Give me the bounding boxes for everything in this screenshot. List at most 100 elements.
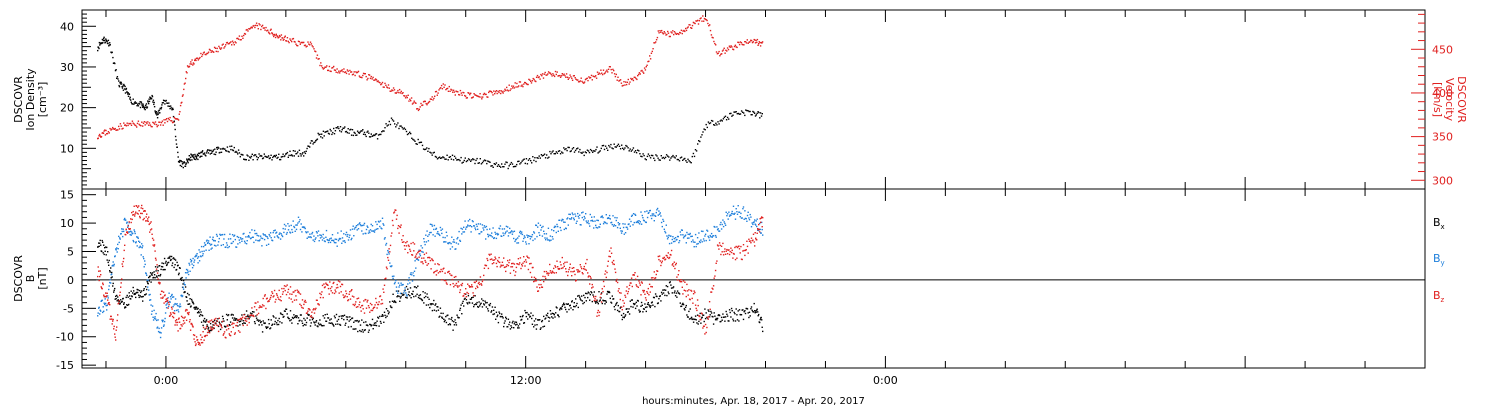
velocity-series-point <box>455 90 457 92</box>
bz-series-point <box>529 271 532 274</box>
velocity-series-point <box>368 74 370 76</box>
density-series-point <box>302 152 304 154</box>
velocity-series-point <box>626 81 629 83</box>
bz-series-point <box>472 292 474 294</box>
bz-series-point <box>147 220 149 222</box>
bx-series-point <box>577 295 579 297</box>
by-series-point <box>172 305 174 308</box>
bz-series-point <box>257 312 260 315</box>
by-series-point <box>417 259 420 261</box>
density-series-point <box>643 154 645 157</box>
by-series-point <box>229 238 232 240</box>
by-series-point <box>524 236 526 239</box>
density-series-point <box>462 161 464 163</box>
velocity-series-point <box>647 60 649 63</box>
bx-series-point <box>171 262 174 264</box>
density-series-point <box>567 146 569 149</box>
bx-series-point <box>651 301 653 303</box>
bz-series-point <box>602 280 605 283</box>
velocity-series-point <box>360 76 362 78</box>
by-series-point <box>336 245 338 247</box>
bx-series-point <box>499 312 501 315</box>
density-series-point <box>610 143 612 146</box>
bx-series-point <box>445 321 448 324</box>
density-series-point <box>169 107 171 110</box>
bx-series-point <box>575 304 577 307</box>
by-series-point <box>189 270 191 272</box>
by-series-point <box>569 218 571 220</box>
density-series-point <box>267 155 270 157</box>
bz-series-point <box>577 269 579 271</box>
by-series-point <box>502 232 504 234</box>
bx-series-point <box>186 292 189 295</box>
bz-series-point <box>545 270 548 273</box>
bz-series-point <box>495 262 498 265</box>
density-series-point <box>374 133 377 135</box>
density-series-point <box>606 147 608 149</box>
bz-series-point <box>614 271 617 274</box>
bz-series-point <box>583 265 585 268</box>
velocity-series-point <box>183 83 186 85</box>
bz-series-point <box>222 334 224 336</box>
by-series-point <box>412 272 414 274</box>
bx-series-point <box>634 307 637 310</box>
density-series-point <box>533 159 535 162</box>
density-series-point <box>105 38 107 40</box>
density-series-point <box>571 148 574 150</box>
velocity-series-point <box>679 31 681 34</box>
bz-series-point <box>520 267 522 270</box>
bz-series-point <box>650 285 652 288</box>
bz-series-point <box>169 314 171 317</box>
bz-series-point <box>245 320 248 322</box>
bx-series-point <box>681 303 683 306</box>
bx-series-point <box>699 312 701 315</box>
by-series-point <box>135 242 137 244</box>
bz-series-point <box>319 296 322 299</box>
bz-series-point <box>285 285 287 288</box>
bx-series-point <box>188 303 191 305</box>
density-series-point <box>431 154 433 156</box>
bx-series-point <box>333 315 336 317</box>
bz-series-point <box>321 284 324 287</box>
bx-series-point <box>190 298 193 301</box>
bz-series-point <box>215 324 218 326</box>
velocity-series-point <box>755 39 757 42</box>
bz-series-point <box>738 248 741 250</box>
by-series-point <box>323 237 325 239</box>
bx-series-point <box>605 301 607 303</box>
by-series-point <box>166 301 169 303</box>
bz-series-point <box>759 231 761 233</box>
by-series-point <box>259 239 261 241</box>
by-series-point <box>367 232 370 234</box>
by-series-point <box>709 234 711 237</box>
bz-series-point <box>117 314 119 316</box>
bx-series-point <box>534 324 536 326</box>
by-series-point <box>161 319 163 321</box>
bx-series-point <box>689 308 691 310</box>
velocity-series-point <box>418 108 420 110</box>
density-series-point <box>596 146 598 148</box>
density-series-point <box>680 156 683 158</box>
bz-series-point <box>132 210 134 213</box>
by-series-point <box>556 223 558 226</box>
bz-series-point <box>761 226 763 228</box>
bx-series-point <box>543 315 545 318</box>
bx-series-point <box>507 318 510 320</box>
bz-series-point <box>549 263 551 266</box>
bz-series-point <box>604 273 606 275</box>
velocity-series-point <box>583 82 585 84</box>
by-series-point <box>128 231 130 233</box>
by-series-point <box>171 293 173 296</box>
by-series-point <box>327 241 330 244</box>
bz-series-point <box>641 282 643 284</box>
bz-series-point <box>613 263 615 266</box>
by-series-point <box>543 230 545 232</box>
velocity-series-point <box>165 119 167 121</box>
by-series-point <box>100 310 102 312</box>
by-series-point <box>370 223 372 226</box>
bz-series-point <box>455 282 458 285</box>
density-series-point <box>118 80 120 82</box>
bx-series-point <box>106 246 108 249</box>
by-series-point <box>99 313 101 315</box>
by-series-point <box>453 239 455 241</box>
